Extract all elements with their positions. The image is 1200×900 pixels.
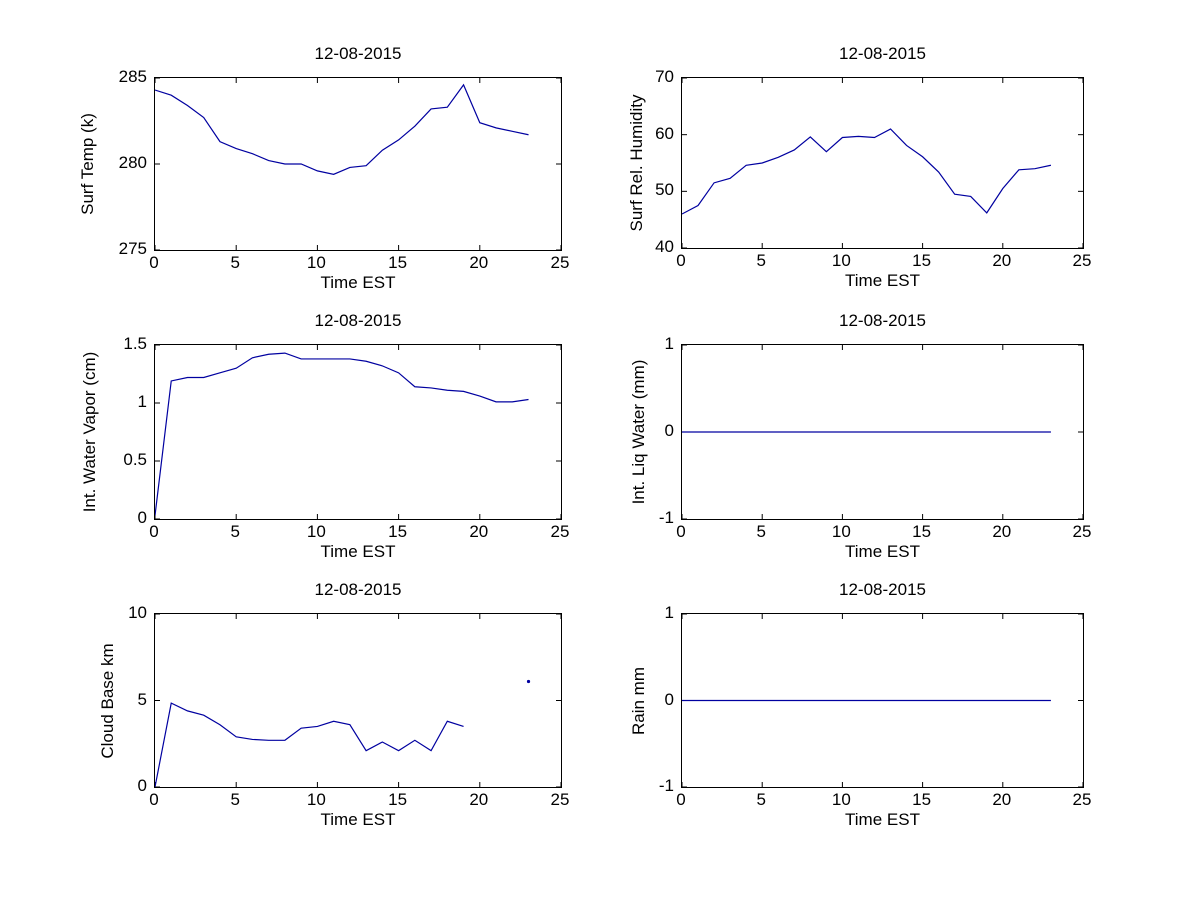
x-tick-label: 15 [388,790,408,809]
x-axis-label: Time EST [320,273,396,292]
x-tick-label: 10 [831,522,851,541]
x-tick-label: 20 [992,522,1012,541]
chart-title: 12-08-2015 [839,311,926,330]
subplot-rain: 12-08-2015 Rain mm Time EST 0 5 10 15 20 25 -1… [629,580,1091,829]
y-tick-label: 0 [137,508,147,527]
plot-canvas [682,345,1083,519]
subplot-cloud-base: 12-08-2015 Cloud Base km Time EST 0 5 10 15… [98,580,569,829]
plot-area [681,77,1084,249]
subplot-int-water-vapor: 12-08-2015 Int. Water Vapor (cm) Time ES… [80,311,569,561]
x-axis-label: Time EST [845,271,920,290]
x-tick-label: 25 [1072,251,1092,270]
x-tick-label: 15 [388,253,408,272]
data-line [155,702,464,787]
data-line [682,128,1052,215]
x-tick-label: 20 [469,790,489,809]
x-tick-label: 5 [230,790,240,809]
y-axis-label: Surf Rel. Humidity [627,94,646,232]
x-tick-label: 25 [550,253,570,272]
x-tick-label: 0 [149,522,159,541]
x-tick-label: 5 [230,253,240,272]
y-tick-label: -1 [658,508,674,527]
subplot-surf-rel-humidity: 12-08-2015 Surf Rel. Humidity Time EST 0… [627,44,1091,290]
y-tick-label: 0 [137,776,147,795]
chart-title: 12-08-2015 [314,44,402,63]
y-tick-label: 10 [128,603,147,622]
y-tick-label: 5 [137,689,147,709]
chart-title: 12-08-2015 [314,311,402,330]
plot-area [154,344,562,520]
x-tick-label: 0 [149,790,159,809]
x-tick-label: 0 [149,253,159,272]
x-tick-label: 25 [1072,790,1092,809]
x-axis-label: Time EST [845,810,920,829]
x-tick-label: 10 [306,522,326,541]
x-tick-label: 25 [550,522,570,541]
x-tick-label: 25 [1072,522,1092,541]
plot-area [681,344,1084,520]
plot-canvas [155,78,561,250]
plot-area [154,613,562,788]
y-tick-label: 50 [655,180,674,200]
y-tick-label: 40 [655,237,674,256]
x-tick-label: 0 [676,251,686,270]
y-tick-label: 60 [655,123,674,143]
chart-title: 12-08-2015 [839,44,926,63]
y-tick-label: 0 [664,689,674,709]
subplot-int-liq-water: 12-08-2015 Int. Liq Water (mm) Time EST … [629,311,1091,561]
y-tick-label: 70 [655,67,674,86]
x-tick-label: 5 [756,251,766,270]
y-tick-label: 280 [118,153,147,172]
x-tick-label: 10 [831,251,851,270]
x-tick-label: 0 [676,522,686,541]
x-axis-label: Time EST [845,542,920,561]
x-tick-label: 5 [230,522,240,541]
plot-canvas [155,345,561,519]
x-tick-label: 5 [756,790,766,809]
x-tick-label: 25 [550,790,570,809]
plot-area [154,77,562,251]
plot-canvas [155,614,561,787]
x-tick-label: 10 [306,253,326,272]
chart-title: 12-08-2015 [839,580,926,599]
y-tick-label: 0 [664,421,674,440]
plot-canvas [682,78,1083,248]
x-tick-label: 20 [992,790,1012,809]
data-point [526,679,531,684]
x-tick-label: 15 [912,251,932,270]
x-tick-label: 20 [469,522,489,541]
y-axis-label: Int. Water Vapor (cm) [80,351,99,513]
y-tick-label: -1 [658,776,674,795]
x-tick-label: 20 [469,253,489,272]
data-line [155,83,529,175]
plot-canvas [682,614,1083,787]
chart-title: 12-08-2015 [314,580,402,599]
x-axis-label: Time EST [320,542,396,561]
y-tick-label: 1 [664,334,674,353]
plot-area [681,613,1084,788]
x-tick-label: 20 [992,251,1012,270]
x-tick-label: 10 [831,790,851,809]
x-tick-label: 0 [676,790,686,809]
y-tick-label: 1 [664,603,674,622]
x-tick-label: 10 [306,790,326,809]
y-tick-label: 0.5 [123,450,147,469]
y-tick-label: 285 [118,67,147,86]
y-tick-label: 1.5 [123,334,147,353]
subplot-surf-temp: 12-08-2015 Surf Temp (k) Time EST 0 5 10 15… [78,44,569,292]
x-axis-label: Time EST [320,810,396,829]
x-tick-label: 5 [756,522,766,541]
x-tick-label: 15 [388,522,408,541]
y-tick-label: 1 [137,392,147,411]
x-tick-label: 15 [912,522,932,541]
x-tick-label: 15 [912,790,932,809]
data-line [155,352,529,516]
y-tick-label: 275 [118,239,147,258]
